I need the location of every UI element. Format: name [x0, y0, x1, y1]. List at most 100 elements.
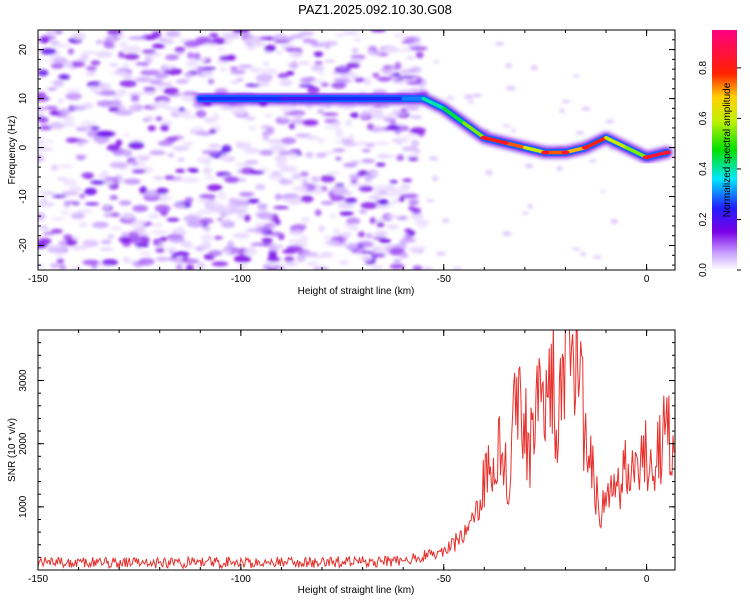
heatmap-noise-cell	[226, 240, 235, 249]
heatmap-noise-cell	[283, 111, 298, 116]
heatmap-noise-cell	[304, 135, 319, 141]
heatmap-noise-cell	[156, 82, 174, 87]
heatmap-noise-cell	[298, 61, 311, 65]
heatmap-noise-cell	[48, 30, 57, 37]
heatmap-noise-cell	[193, 52, 201, 60]
heatmap-noise-cell	[391, 199, 400, 203]
heatmap-noise-cell	[219, 67, 227, 72]
y-tick-label: -20	[18, 238, 29, 253]
colorbar-tick-label: 0.8	[698, 61, 709, 75]
heatmap-noise-cell	[57, 97, 64, 105]
heatmap-noise-cell	[65, 92, 82, 101]
heatmap-noise-cell	[291, 173, 302, 180]
heatmap-noise-cell	[305, 152, 314, 158]
heatmap-noise-cell	[609, 147, 615, 150]
heatmap-noise-cell	[246, 198, 260, 204]
heatmap-noise-cell	[320, 201, 334, 205]
snr-frame	[37, 329, 676, 571]
heatmap-noise-cell	[217, 191, 227, 200]
heatmap-noise-cell	[205, 203, 219, 208]
heatmap-noise-cell	[238, 64, 253, 69]
heatmap-noise-cell	[38, 147, 53, 151]
heatmap-noise-cell	[39, 125, 53, 131]
heatmap-noise-cell	[571, 247, 581, 251]
heatmap-noise-cell	[317, 68, 325, 76]
heatmap-noise-cell	[109, 161, 128, 169]
heatmap-noise-cell	[220, 105, 234, 111]
heatmap-noise-cell	[279, 78, 293, 87]
heatmap-noise-cell	[468, 100, 475, 104]
heatmap-noise-cell	[428, 156, 439, 161]
heatmap-noise-cell	[155, 187, 169, 195]
heatmap-noise-cell	[410, 212, 424, 220]
heatmap-noise-cell	[122, 62, 130, 70]
heatmap-noise-cell	[423, 267, 433, 270]
heatmap-noise-cell	[610, 218, 619, 224]
heatmap-noise-cell	[530, 65, 538, 71]
heatmap-noise-cell	[335, 133, 346, 138]
heatmap-noise-cell	[342, 141, 358, 147]
heatmap-noise-cell	[320, 175, 336, 183]
heatmap-noise-cell	[267, 267, 277, 270]
heatmap-noise-cell	[581, 106, 591, 111]
heatmap-noise-cell	[353, 37, 362, 43]
heatmap-noise-cell	[243, 147, 260, 155]
heatmap-noise-cell	[288, 123, 296, 130]
heatmap-noise-cell	[95, 130, 114, 138]
heatmap-noise-cell	[298, 31, 315, 36]
heatmap-noise-cell	[600, 189, 605, 193]
heatmap-noise-cell	[332, 228, 341, 236]
heatmap-noise-cell	[195, 109, 207, 118]
heatmap-noise-cell	[113, 110, 132, 116]
heatmap-noise-cell	[316, 104, 332, 108]
heatmap-noise-cell	[233, 254, 252, 263]
heatmap-noise-cell	[56, 258, 65, 265]
heatmap-noise-cell	[275, 50, 283, 55]
heatmap-noise-cell	[47, 87, 57, 91]
heatmap-noise-cell	[289, 201, 299, 206]
heatmap-noise-cell	[60, 121, 77, 127]
heatmap-noise-cell	[151, 230, 169, 235]
heatmap-noise-cell	[310, 79, 327, 84]
ridge-segment	[441, 106, 466, 125]
heatmap-noise-cell	[391, 80, 407, 85]
heatmap-noise-cell	[95, 39, 104, 45]
colorbar-tick-label: 0.6	[698, 111, 709, 125]
heatmap-noise-cell	[384, 186, 397, 192]
heatmap-noise-cell	[369, 171, 379, 177]
heatmap-noise-cell	[103, 213, 113, 218]
y-tick-label: -10	[18, 189, 29, 204]
heatmap-noise-cell	[403, 193, 419, 199]
heatmap-noise-cell	[386, 215, 402, 219]
heatmap-noise-cell	[219, 55, 234, 62]
heatmap-noise-cell	[222, 249, 232, 254]
heatmap-noise-cell	[157, 38, 168, 42]
heatmap-noise-cell	[154, 204, 171, 213]
heatmap-noise-cell	[401, 146, 418, 152]
heatmap-noise-cell	[80, 50, 98, 55]
heatmap-noise-cell	[38, 92, 47, 97]
heatmap-noise-cell	[605, 119, 615, 124]
heatmap-noise-cell	[264, 44, 276, 52]
heatmap-noise-cell	[123, 45, 142, 54]
heatmap-noise-cell	[128, 104, 138, 110]
heatmap-noise-cell	[300, 217, 311, 224]
heatmap-noise-cell	[123, 149, 133, 158]
heatmap-noise-cell	[527, 203, 533, 209]
heatmap-noise-cell	[248, 126, 257, 131]
heatmap-noise-cell	[208, 143, 221, 149]
heatmap-noise-cell	[411, 66, 422, 74]
heatmap-noise-cell	[229, 209, 248, 213]
heatmap-noise-cell	[50, 217, 65, 221]
heatmap-noise-cell	[163, 87, 179, 95]
heatmap-noise-cell	[360, 250, 376, 254]
heatmap-noise-cell	[45, 105, 58, 110]
heatmap-noise-cell	[128, 141, 145, 150]
heatmap-noise-cell	[111, 99, 121, 108]
heatmap-noise-cell	[409, 46, 428, 51]
heatmap-noise-cell	[66, 238, 78, 247]
heatmap-noise-cell	[78, 139, 89, 144]
colorbar-label: Normalized spectral amplitude	[722, 82, 733, 217]
heatmap-noise-cell	[118, 88, 127, 97]
